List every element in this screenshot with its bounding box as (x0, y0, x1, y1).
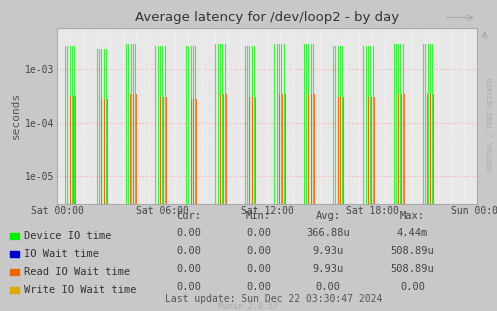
Text: Device IO time: Device IO time (24, 231, 111, 241)
Text: 0.00: 0.00 (246, 282, 271, 292)
Text: Min:: Min: (246, 211, 271, 221)
Text: Write IO Wait time: Write IO Wait time (24, 285, 136, 295)
Text: 508.89u: 508.89u (391, 264, 434, 274)
Text: 4.44m: 4.44m (397, 228, 428, 238)
Text: 0.00: 0.00 (176, 264, 201, 274)
Text: 0.00: 0.00 (316, 282, 340, 292)
Text: RRDTOOL / TOBI OETIKER: RRDTOOL / TOBI OETIKER (488, 78, 494, 171)
Text: 366.88u: 366.88u (306, 228, 350, 238)
Text: Max:: Max: (400, 211, 425, 221)
Text: 0.00: 0.00 (246, 228, 271, 238)
Y-axis label: seconds: seconds (11, 92, 21, 139)
Text: Cur:: Cur: (176, 211, 201, 221)
Text: 9.93u: 9.93u (313, 264, 343, 274)
Text: 0.00: 0.00 (246, 246, 271, 256)
Text: Last update: Sun Dec 22 03:30:47 2024: Last update: Sun Dec 22 03:30:47 2024 (165, 294, 382, 304)
Text: 0.00: 0.00 (176, 282, 201, 292)
Text: Avg:: Avg: (316, 211, 340, 221)
Text: Munin 2.0.57: Munin 2.0.57 (219, 302, 278, 311)
Text: 0.00: 0.00 (400, 282, 425, 292)
Title: Average latency for /dev/loop2 - by day: Average latency for /dev/loop2 - by day (135, 11, 399, 24)
Text: 0.00: 0.00 (246, 264, 271, 274)
Text: 0.00: 0.00 (176, 228, 201, 238)
Text: 0.00: 0.00 (176, 246, 201, 256)
Text: 9.93u: 9.93u (313, 246, 343, 256)
Text: 508.89u: 508.89u (391, 246, 434, 256)
Text: Read IO Wait time: Read IO Wait time (24, 267, 130, 277)
Text: IO Wait time: IO Wait time (24, 249, 99, 259)
